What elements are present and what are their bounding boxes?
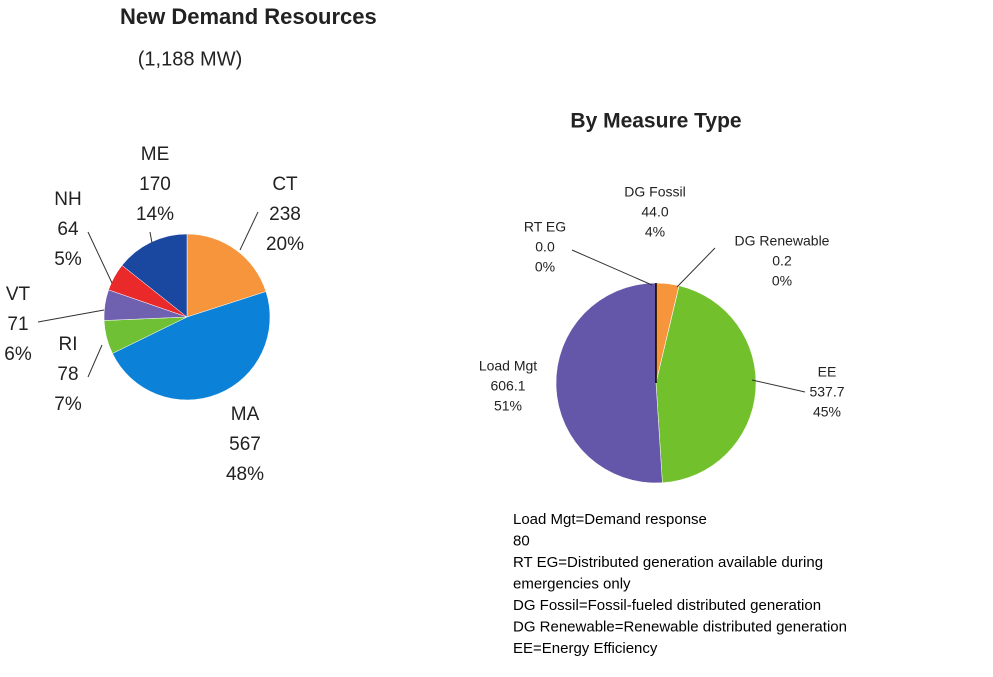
slice-percent: 0% xyxy=(772,273,792,289)
slice-value: 238 xyxy=(269,204,301,225)
note: emergencies only xyxy=(513,575,631,592)
note: DG Renewable=Renewable distributed gener… xyxy=(513,618,847,635)
note: EE=Energy Efficiency xyxy=(513,640,658,657)
leader-line xyxy=(37,309,105,323)
leader-line xyxy=(87,231,113,284)
note: 80 xyxy=(513,532,530,549)
note: Load Mgt=Demand response xyxy=(513,511,707,528)
slice-value: 0.0 xyxy=(535,239,555,255)
slice-value: 537.7 xyxy=(809,384,844,400)
slice-percent: 4% xyxy=(645,224,665,240)
slice-label: EE xyxy=(818,364,837,380)
slice-label: DG Fossil xyxy=(624,184,685,200)
pie-slice xyxy=(186,233,267,318)
title: By Measure Type xyxy=(570,110,741,133)
leader-line xyxy=(751,379,806,393)
leader-line xyxy=(571,249,653,286)
slice-value: 567 xyxy=(229,434,261,455)
leader-line xyxy=(676,247,716,288)
slice-label: MA xyxy=(231,404,260,425)
slice-percent: 20% xyxy=(266,234,304,255)
slice-percent: 51% xyxy=(494,398,522,414)
slice-label: RT EG xyxy=(524,219,566,235)
slice-value: 44.0 xyxy=(641,204,668,220)
pie-slice xyxy=(555,282,663,484)
slice-percent: 48% xyxy=(226,464,264,485)
slice-percent: 0% xyxy=(535,259,555,275)
leader-line xyxy=(239,211,259,251)
note: RT EG=Distributed generation available d… xyxy=(513,554,823,571)
slice-label: NH xyxy=(54,189,81,210)
slice-value: 64 xyxy=(57,219,79,240)
slice-value: 0.2 xyxy=(772,253,792,269)
slice-percent: 14% xyxy=(136,204,174,225)
title: New Demand Resources xyxy=(120,4,377,29)
note: DG Fossil=Fossil-fueled distributed gene… xyxy=(513,597,821,614)
leader-line xyxy=(149,231,153,244)
slice-label: ME xyxy=(141,144,170,165)
slice-value: 606.1 xyxy=(490,378,525,394)
pie-slice xyxy=(121,233,188,318)
pie-slice xyxy=(655,285,757,484)
slice-percent: 6% xyxy=(4,344,32,365)
slice-percent: 5% xyxy=(54,249,82,270)
slice-value: 170 xyxy=(139,174,171,195)
slice-label: DG Renewable xyxy=(735,233,830,249)
slice-label: Load Mgt xyxy=(479,358,537,374)
pie-slice xyxy=(112,291,271,401)
slice-percent: 45% xyxy=(813,404,841,420)
leader-line xyxy=(87,344,103,378)
slice-percent: 7% xyxy=(54,394,82,415)
slice-label: CT xyxy=(272,174,298,195)
subtitle: (1,188 MW) xyxy=(138,48,242,70)
slice-value: 71 xyxy=(7,314,28,335)
slice-label: VT xyxy=(6,284,31,305)
slice-value: 78 xyxy=(57,364,78,385)
slice-label: RI xyxy=(59,334,78,355)
